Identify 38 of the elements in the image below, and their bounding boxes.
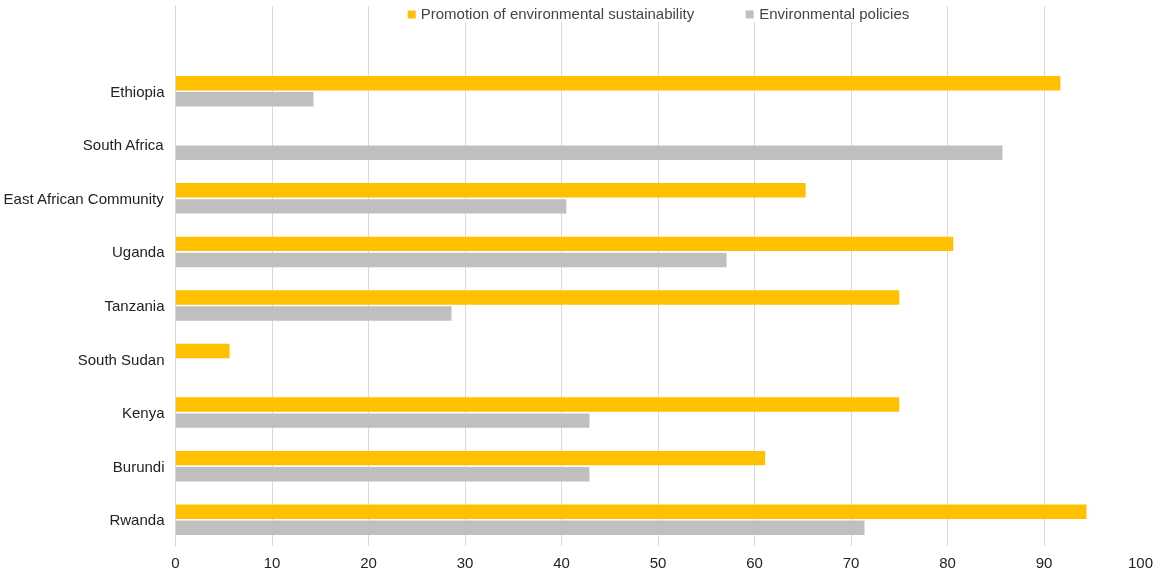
x-tick-label: 60: [746, 553, 763, 571]
y-tick-label: East African Community: [3, 189, 165, 207]
bar: [175, 183, 806, 198]
y-tick-label: Burundi: [112, 457, 165, 475]
x-tick-label: 20: [360, 553, 377, 571]
x-tick-label: 40: [553, 553, 570, 571]
legend-label: Promotion of environmental sustainability: [420, 5, 695, 22]
y-tick-label: Kenya: [121, 404, 166, 422]
x-tick-label: 70: [842, 553, 860, 571]
bar: [175, 75, 1061, 91]
x-tick-label: 50: [649, 553, 667, 571]
bar: [175, 145, 1003, 161]
y-tick-label: South Sudan: [77, 350, 165, 368]
legend-label: Environmental policies: [759, 5, 910, 22]
bar: [175, 450, 766, 466]
x-tick-label: 0: [171, 553, 180, 571]
bar: [175, 504, 1087, 519]
y-tick-label: Ethiopia: [110, 82, 166, 100]
x-tick-label: 10: [263, 553, 281, 571]
bar: [175, 306, 452, 321]
bar: [175, 466, 590, 482]
y-tick-label: South Africa: [82, 136, 165, 154]
bar: [175, 236, 954, 252]
x-tick-label: 90: [1035, 553, 1053, 571]
y-tick-label: Rwanda: [109, 511, 166, 529]
bar: [175, 520, 865, 535]
bar: [175, 343, 230, 359]
bar: [175, 92, 314, 107]
y-tick-label: Tanzania: [104, 296, 166, 314]
bar: [175, 413, 590, 428]
bar: [175, 252, 727, 268]
bar: [175, 199, 567, 214]
x-tick-label: 80: [939, 553, 956, 571]
bar: [175, 397, 900, 412]
y-tick-label: Uganda: [111, 243, 166, 261]
bar: [175, 290, 900, 305]
x-tick-label: 30: [456, 553, 474, 571]
x-tick-label: 100: [1127, 553, 1154, 571]
